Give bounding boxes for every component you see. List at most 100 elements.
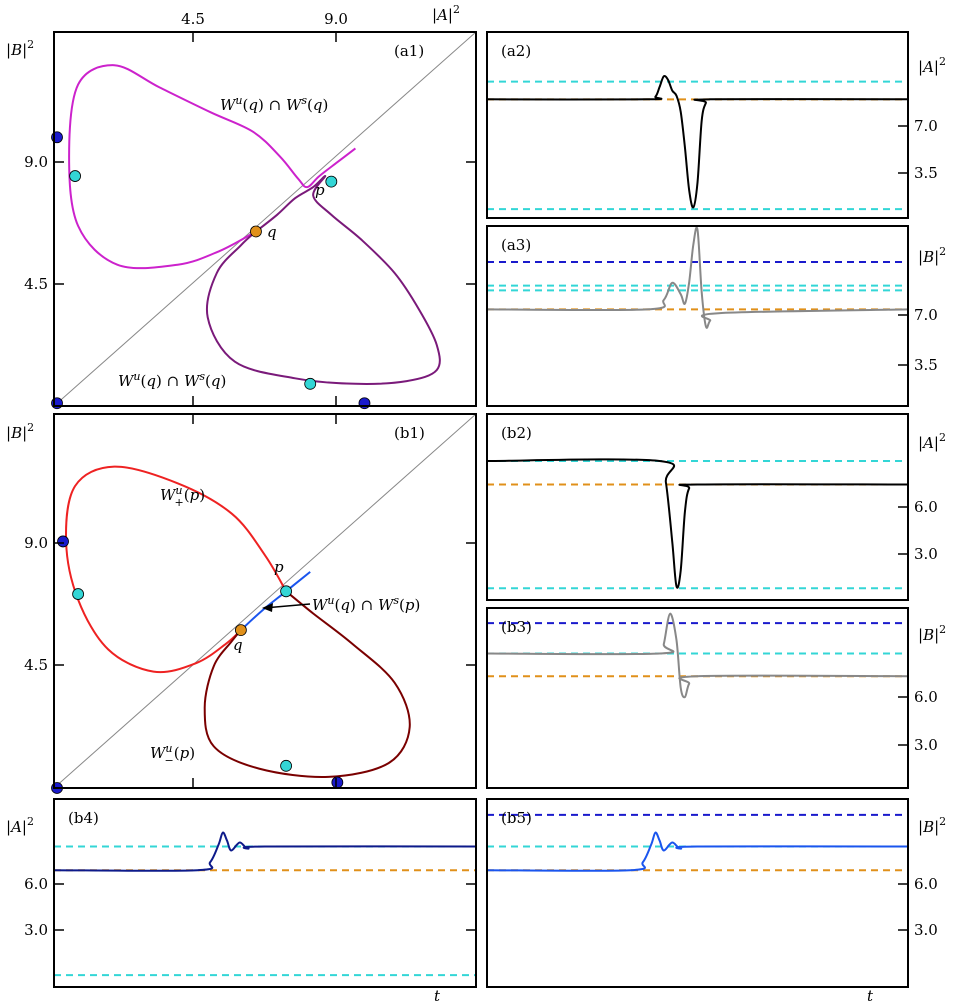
- label-part: |: [934, 58, 939, 76]
- diagonal-line: [54, 414, 476, 788]
- label-part: q: [340, 596, 350, 614]
- label-part: p: [190, 486, 200, 504]
- equilibrium-point-p: [325, 175, 338, 188]
- y-tick-label: 6.0: [914, 875, 938, 893]
- label-part: q: [313, 96, 323, 114]
- time-series-gray: [487, 226, 908, 329]
- x-axis-label-b4: t: [434, 987, 441, 1005]
- label-part: W: [160, 486, 177, 504]
- label-part: ∩: [264, 96, 286, 114]
- panel-frame: [53, 798, 477, 988]
- panel-frame: [486, 798, 909, 988]
- manifold-curve-purple: [206, 175, 441, 385]
- annotation-unstable-plus: Wu +(p): [160, 484, 205, 509]
- panel-label: (b5): [501, 809, 532, 827]
- label-part: A: [921, 434, 934, 452]
- panel-label: (a2): [501, 42, 531, 60]
- label-part: ): [415, 596, 421, 614]
- label-part: (: [335, 596, 341, 614]
- label-part: q: [211, 372, 221, 390]
- y-tick-label: 3.0: [914, 545, 938, 563]
- label-part: |: [934, 248, 939, 266]
- panel-label: (b4): [68, 809, 99, 827]
- label-part: q: [146, 372, 156, 390]
- point-label-q: q: [233, 636, 243, 654]
- label-part: ): [323, 96, 329, 114]
- panel-a1: 4.5 9.0 4.5 9.0 (a1): [24, 10, 477, 410]
- label-part: u: [327, 594, 334, 607]
- equilibrium-point: [331, 776, 344, 789]
- y-tick-label: 4.5: [24, 656, 48, 674]
- label-part: |: [432, 6, 437, 24]
- label-part: 2: [939, 623, 946, 636]
- label-part: |: [448, 6, 453, 24]
- label-part: −: [165, 754, 174, 767]
- y-axis-label-a3: |B|2: [918, 245, 946, 266]
- panel-frame: [53, 31, 477, 407]
- label-part: (: [307, 96, 313, 114]
- label-part: (: [243, 96, 249, 114]
- panel-frame: [486, 225, 909, 407]
- label-part: A: [921, 58, 934, 76]
- panel-b4: 3.0 6.0 (b4): [24, 798, 477, 988]
- label-part: A: [435, 6, 448, 24]
- label-part: |: [918, 434, 923, 452]
- label-part: 2: [939, 431, 946, 444]
- label-part: |: [934, 434, 939, 452]
- label-part: u: [133, 370, 140, 383]
- panel-a3: 3.5 7.0 (a3): [486, 225, 938, 407]
- label-part: W: [312, 596, 329, 614]
- label-part: (: [141, 372, 147, 390]
- panel-b2: 3.0 6.0 (b2): [486, 413, 938, 601]
- label-part: 2: [939, 55, 946, 68]
- annotation-homoclinic-top: Wu(q) ∩ Ws(q): [220, 94, 328, 114]
- label-part: B: [922, 626, 934, 644]
- time-series-black: [487, 75, 908, 209]
- x-tick-label: 9.0: [324, 10, 348, 28]
- label-part: 2: [27, 421, 34, 434]
- label-part: |: [6, 818, 11, 836]
- panel-frame: [486, 413, 909, 601]
- panel-frame: [486, 607, 909, 789]
- y-tick-label: 3.5: [914, 356, 938, 374]
- label-part: 2: [27, 38, 34, 51]
- label-part: +: [175, 496, 184, 509]
- panel-b3: 3.0 6.0 (b3): [486, 607, 938, 789]
- label-part: (: [399, 596, 405, 614]
- y-axis-label-a2: |A|2: [918, 55, 946, 76]
- y-axis-label-b1: |B|2: [6, 421, 34, 442]
- manifold-curve-bluecurve: [240, 571, 311, 631]
- time-series-black: [487, 458, 908, 589]
- equilibrium-point: [280, 759, 293, 772]
- arrow-head: [262, 603, 273, 612]
- label-part: ∩: [162, 372, 184, 390]
- plot-area-b1: [54, 414, 476, 788]
- y-tick-label: 3.0: [24, 921, 48, 939]
- plot-area-a3: [487, 226, 908, 406]
- label-part: |: [22, 818, 27, 836]
- label-part: ∩: [356, 596, 378, 614]
- panel-frame: [486, 31, 909, 219]
- label-part: u: [175, 484, 182, 497]
- label-part: |: [918, 626, 923, 644]
- plot-area-b3: [487, 612, 908, 788]
- point-label-q: q: [267, 223, 277, 241]
- panel-a2: 3.5 7.0 (a2): [486, 31, 938, 219]
- panel-b1: 4.5 9.0 (b1): [24, 413, 477, 794]
- label-part: (: [205, 372, 211, 390]
- y-tick-label: 7.0: [914, 117, 938, 135]
- plot-area-a1: [54, 32, 476, 406]
- equilibrium-point-p: [280, 585, 293, 598]
- label-part: B: [922, 248, 934, 266]
- equilibrium-point: [304, 377, 317, 390]
- y-tick-label: 7.0: [914, 306, 938, 324]
- label-part: |: [918, 58, 923, 76]
- equilibrium-point-q: [250, 225, 262, 238]
- label-part: p: [180, 744, 190, 762]
- label-part: W: [184, 372, 201, 390]
- label-part: W: [118, 372, 135, 390]
- y-axis-label-a1: |B|2: [6, 38, 34, 59]
- label-part: (: [184, 486, 190, 504]
- label-part: ): [156, 372, 162, 390]
